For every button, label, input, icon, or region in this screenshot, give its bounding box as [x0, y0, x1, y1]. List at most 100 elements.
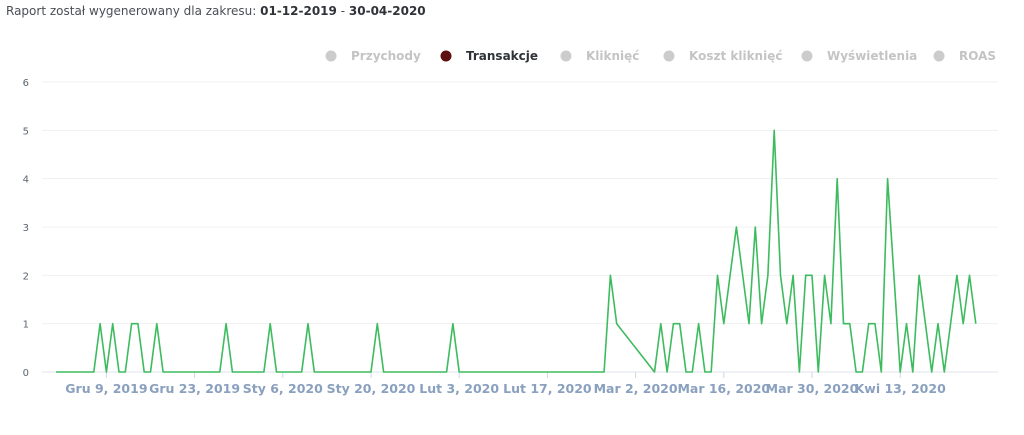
- data-point[interactable]: [229, 369, 235, 375]
- data-point[interactable]: [607, 272, 613, 278]
- data-point[interactable]: [670, 321, 676, 327]
- data-point[interactable]: [59, 369, 65, 375]
- data-point[interactable]: [507, 369, 513, 375]
- data-point[interactable]: [885, 176, 891, 182]
- data-point[interactable]: [437, 369, 443, 375]
- data-point[interactable]: [904, 321, 910, 327]
- data-point[interactable]: [872, 321, 878, 327]
- data-point[interactable]: [223, 321, 229, 327]
- data-point[interactable]: [261, 369, 267, 375]
- data-point[interactable]: [248, 369, 254, 375]
- data-point[interactable]: [267, 321, 273, 327]
- data-point[interactable]: [822, 272, 828, 278]
- data-point[interactable]: [444, 369, 450, 375]
- data-point[interactable]: [179, 369, 185, 375]
- data-point[interactable]: [173, 369, 179, 375]
- data-point[interactable]: [463, 369, 469, 375]
- data-point[interactable]: [696, 321, 702, 327]
- data-point[interactable]: [412, 369, 418, 375]
- data-point[interactable]: [891, 272, 897, 278]
- data-point[interactable]: [746, 321, 752, 327]
- data-point[interactable]: [532, 369, 538, 375]
- data-point[interactable]: [922, 321, 928, 327]
- data-point[interactable]: [771, 127, 777, 133]
- data-point[interactable]: [217, 369, 223, 375]
- data-point[interactable]: [494, 369, 500, 375]
- data-point[interactable]: [853, 369, 859, 375]
- data-point[interactable]: [355, 369, 361, 375]
- data-point[interactable]: [368, 369, 374, 375]
- data-point[interactable]: [274, 369, 280, 375]
- data-point[interactable]: [280, 369, 286, 375]
- data-point[interactable]: [803, 272, 809, 278]
- data-point[interactable]: [513, 369, 519, 375]
- data-point[interactable]: [374, 321, 380, 327]
- data-point[interactable]: [834, 176, 840, 182]
- data-point[interactable]: [897, 369, 903, 375]
- data-point[interactable]: [967, 272, 973, 278]
- data-point[interactable]: [809, 272, 815, 278]
- data-point[interactable]: [733, 224, 739, 230]
- data-point[interactable]: [519, 369, 525, 375]
- data-point[interactable]: [192, 369, 198, 375]
- legend-item-koszt-kliknięć[interactable]: Koszt kliknięć: [663, 49, 783, 63]
- data-point[interactable]: [286, 369, 292, 375]
- data-point[interactable]: [116, 369, 122, 375]
- data-point[interactable]: [166, 369, 172, 375]
- data-point[interactable]: [425, 369, 431, 375]
- data-point[interactable]: [878, 369, 884, 375]
- data-point[interactable]: [689, 369, 695, 375]
- data-point[interactable]: [815, 369, 821, 375]
- data-point[interactable]: [431, 369, 437, 375]
- data-point[interactable]: [790, 272, 796, 278]
- data-point[interactable]: [557, 369, 563, 375]
- legend-item-przychody[interactable]: Przychody: [325, 49, 422, 63]
- legend-item-transakcje[interactable]: Transakcje: [440, 49, 539, 63]
- data-point[interactable]: [66, 369, 72, 375]
- data-point[interactable]: [847, 321, 853, 327]
- data-point[interactable]: [160, 369, 166, 375]
- legend-item-wyświetlenia[interactable]: Wyświetlenia: [801, 49, 918, 63]
- data-point[interactable]: [311, 369, 317, 375]
- data-point[interactable]: [954, 272, 960, 278]
- data-point[interactable]: [500, 369, 506, 375]
- data-point[interactable]: [198, 369, 204, 375]
- data-point[interactable]: [664, 369, 670, 375]
- data-point[interactable]: [841, 321, 847, 327]
- data-point[interactable]: [948, 321, 954, 327]
- data-point[interactable]: [859, 369, 865, 375]
- data-point[interactable]: [204, 369, 210, 375]
- data-point[interactable]: [292, 369, 298, 375]
- data-point[interactable]: [973, 321, 979, 327]
- data-point[interactable]: [595, 369, 601, 375]
- data-point[interactable]: [450, 321, 456, 327]
- data-point[interactable]: [778, 272, 784, 278]
- legend-item-roas[interactable]: ROAS: [933, 49, 997, 63]
- data-point[interactable]: [570, 369, 576, 375]
- data-point[interactable]: [916, 272, 922, 278]
- data-point[interactable]: [337, 369, 343, 375]
- data-point[interactable]: [910, 369, 916, 375]
- data-point[interactable]: [715, 272, 721, 278]
- data-point[interactable]: [85, 369, 91, 375]
- data-point[interactable]: [759, 321, 765, 327]
- data-point[interactable]: [330, 369, 336, 375]
- legend-item-kliknięć[interactable]: Kliknięć: [560, 49, 640, 63]
- data-point[interactable]: [387, 369, 393, 375]
- data-point[interactable]: [784, 321, 790, 327]
- data-point[interactable]: [589, 369, 595, 375]
- data-point[interactable]: [406, 369, 412, 375]
- data-point[interactable]: [456, 369, 462, 375]
- data-point[interactable]: [941, 369, 947, 375]
- data-point[interactable]: [129, 321, 135, 327]
- data-point[interactable]: [343, 369, 349, 375]
- data-point[interactable]: [72, 369, 78, 375]
- data-point[interactable]: [765, 272, 771, 278]
- data-point[interactable]: [318, 369, 324, 375]
- data-point[interactable]: [708, 369, 714, 375]
- data-point[interactable]: [538, 369, 544, 375]
- data-point[interactable]: [400, 369, 406, 375]
- data-point[interactable]: [551, 369, 557, 375]
- data-point[interactable]: [418, 369, 424, 375]
- data-point[interactable]: [475, 369, 481, 375]
